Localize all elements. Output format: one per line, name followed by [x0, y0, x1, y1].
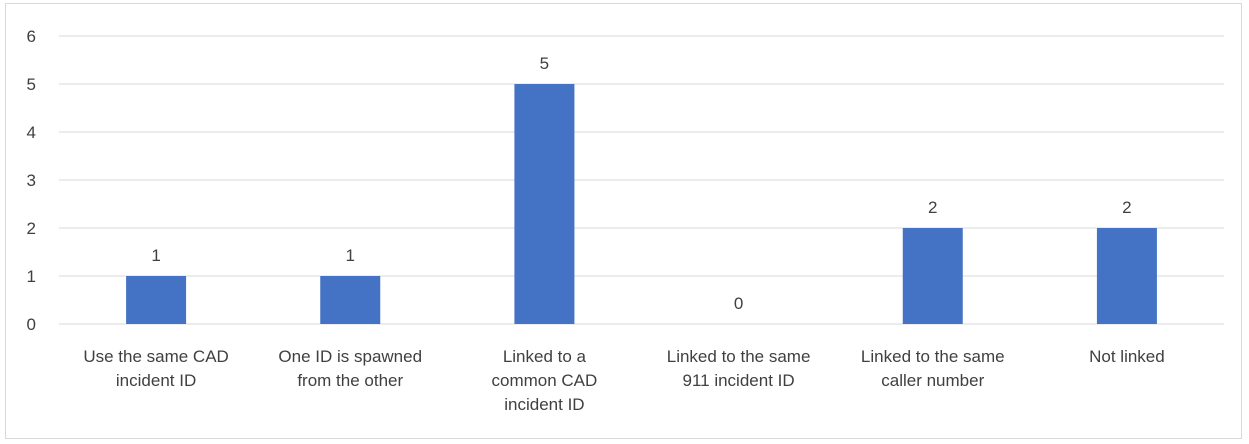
data-labels: 1 1 5 0 2 2: [151, 54, 1131, 313]
chart-frame: [5, 3, 1242, 439]
x-category-label-6: Not linked: [1089, 347, 1165, 366]
x-category-label-4: Linked to the same 911 incident ID: [667, 347, 811, 390]
data-label-1: 1: [151, 246, 160, 265]
x-category-line: One ID is spawned: [278, 347, 422, 366]
gridlines: [59, 35, 1224, 325]
y-tick-label-0: 0: [27, 315, 36, 334]
bar-6: [1096, 228, 1157, 324]
data-label-3: 5: [540, 54, 549, 73]
x-category-label-5: Linked to the same caller number: [861, 347, 1005, 390]
x-category-label-2: One ID is spawned from the other: [278, 347, 422, 390]
bar-5: [902, 228, 963, 324]
x-category-line: common CAD: [492, 371, 598, 390]
data-label-5: 2: [928, 198, 937, 217]
x-category-label-1: Use the same CAD incident ID: [83, 347, 229, 390]
x-category-line: incident ID: [504, 395, 584, 414]
bar-2: [320, 276, 381, 324]
y-tick-label-4: 4: [27, 123, 36, 142]
x-axis-category-labels: Use the same CAD incident ID One ID is spa…: [83, 347, 1164, 414]
data-label-6: 2: [1122, 198, 1131, 217]
x-category-line: 911 incident ID: [683, 371, 795, 390]
bars: [126, 84, 1157, 324]
y-tick-label-6: 6: [27, 27, 36, 46]
x-category-line: from the other: [297, 371, 403, 390]
y-tick-label-2: 2: [27, 219, 36, 238]
x-category-line: Linked to a: [503, 347, 587, 366]
data-label-2: 1: [346, 246, 355, 265]
y-tick-label-5: 5: [27, 75, 36, 94]
bar-1: [126, 276, 187, 324]
x-category-line: caller number: [881, 371, 984, 390]
y-tick-label-3: 3: [27, 171, 36, 190]
bar-3: [514, 84, 575, 324]
data-label-4: 0: [734, 294, 743, 313]
y-axis-tick-labels: 0 1 2 3 4 5 6: [27, 27, 36, 334]
x-category-line: Linked to the same: [861, 347, 1005, 366]
x-category-line: Not linked: [1089, 347, 1165, 366]
x-category-line: Linked to the same: [667, 347, 811, 366]
x-category-line: incident ID: [116, 371, 196, 390]
x-category-line: Use the same CAD: [83, 347, 229, 366]
x-category-label-3: Linked to a common CAD incident ID: [492, 347, 598, 414]
y-tick-label-1: 1: [27, 267, 36, 286]
